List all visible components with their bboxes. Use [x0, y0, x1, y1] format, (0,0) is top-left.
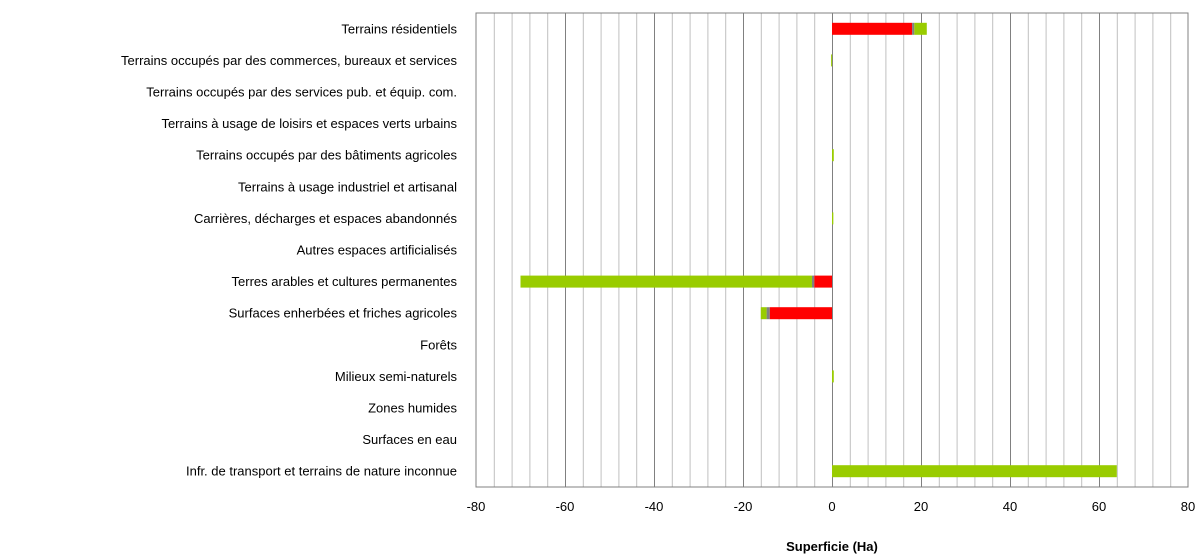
category-label: Surfaces en eau — [362, 432, 457, 447]
x-tick-label: 20 — [914, 499, 928, 514]
x-tick-label: 80 — [1181, 499, 1195, 514]
category-label: Terrains résidentiels — [341, 21, 457, 36]
category-label: Infr. de transport et terrains de nature… — [186, 464, 457, 479]
bar-segment — [769, 307, 832, 320]
x-tick-label: 60 — [1092, 499, 1106, 514]
bar-segment — [832, 149, 834, 162]
category-label: Terrains à usage de loisirs et espaces v… — [161, 116, 457, 131]
plot-area-frame — [475, 12, 1189, 488]
x-tick-label: -80 — [467, 499, 486, 514]
category-label: Terrains occupés par des services pub. e… — [146, 85, 457, 100]
bar-segment — [766, 307, 770, 320]
x-axis-title: Superficie (Ha) — [786, 539, 878, 554]
category-label: Terrains à usage industriel et artisanal — [238, 179, 457, 194]
bar-segment — [832, 370, 834, 383]
category-label: Milieux semi-naturels — [335, 369, 458, 384]
bar-segment — [811, 275, 815, 288]
bar-segment — [520, 275, 812, 288]
bar-segment — [831, 54, 833, 67]
category-label: Terrains occupés par des bâtiments agric… — [196, 148, 457, 163]
bar-segment — [914, 22, 927, 35]
category-label: Autres espaces artificialisés — [297, 243, 458, 258]
bar-segment — [912, 22, 915, 35]
bars — [520, 22, 1117, 478]
grid — [493, 13, 1172, 487]
category-label: Zones humides — [368, 401, 457, 416]
x-tick-label: -40 — [645, 499, 664, 514]
tick-labels: -80 -60 -40 -20 0 20 40 60 80 — [467, 499, 1196, 514]
x-tick-label: -20 — [734, 499, 753, 514]
category-label: Forêts — [420, 337, 457, 352]
x-tick-label: 0 — [828, 499, 835, 514]
category-labels: Terrains résidentiels Terrains occupés pa… — [121, 21, 457, 478]
category-label: Surfaces enherbées et friches agricoles — [229, 306, 458, 321]
x-tick-label: -60 — [556, 499, 575, 514]
category-label: Carrières, décharges et espaces abandonn… — [194, 211, 458, 226]
x-tick-label: 40 — [1003, 499, 1017, 514]
category-label: Terres arables et cultures permanentes — [232, 274, 458, 289]
category-label: Terrains occupés par des commerces, bure… — [121, 53, 457, 68]
bar-segment — [832, 465, 1117, 478]
bar-segment — [814, 275, 832, 288]
bar-segment — [760, 307, 767, 320]
bar-segment — [832, 22, 913, 35]
bar-segment — [832, 212, 834, 225]
